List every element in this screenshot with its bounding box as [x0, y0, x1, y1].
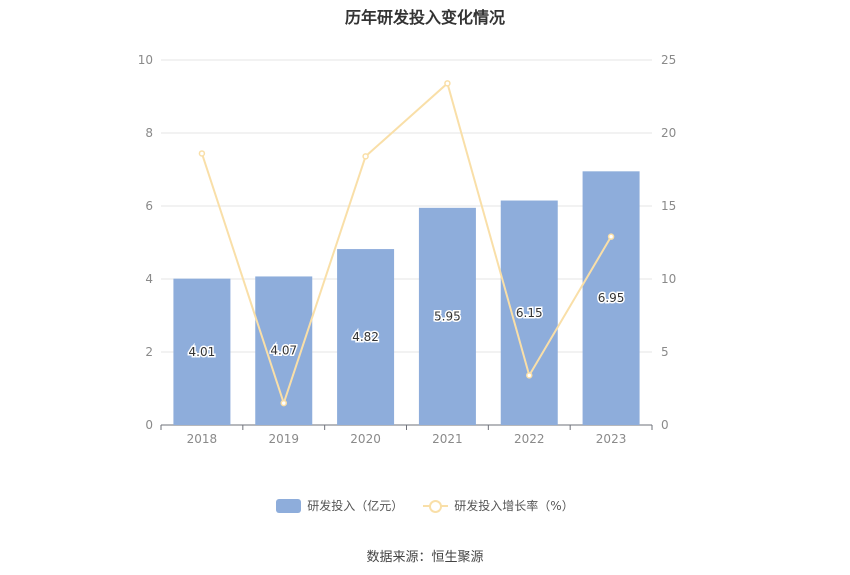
x-tick-label: 2019 [268, 432, 299, 446]
y-right-tick-label: 10 [661, 272, 676, 286]
y-left-tick-label: 6 [145, 199, 153, 213]
x-tick-label: 2020 [350, 432, 381, 446]
y-right-tick-label: 20 [661, 126, 676, 140]
growth-point [280, 399, 287, 407]
chart-title: 历年研发投入变化情况 [344, 8, 505, 27]
chart-plot: 0 2 4 6 8 10 0 5 10 15 20 25 2018 4.01 2019 4.07 2020 4.8… [138, 53, 677, 446]
y-left-tick-label: 2 [145, 345, 153, 359]
y-right-tick-label: 5 [661, 345, 669, 359]
bar-data-label: 5.95 [434, 309, 461, 323]
x-tick-label: 2018 [187, 432, 218, 446]
legend: 研发投入（亿元） 研发投入增长率（%） [0, 497, 850, 514]
growth-point [526, 372, 533, 379]
x-tick-label: 2022 [514, 432, 545, 446]
y-right-tick-label: 25 [661, 53, 676, 67]
growth-point [362, 153, 369, 160]
y-left-tick-label: 4 [145, 272, 153, 286]
y-left-tick-label: 10 [138, 53, 153, 67]
legend-line-label: 研发投入增长率（%） [454, 499, 574, 513]
y-left-tick-label: 0 [145, 418, 153, 432]
bar [418, 207, 476, 425]
growth-point [607, 233, 615, 240]
legend-item-line[interactable]: 研发投入增长率（%） [423, 497, 574, 514]
y-right-tick-label: 15 [661, 199, 676, 213]
bar [500, 200, 558, 425]
bar-data-label: 6.95 [598, 291, 625, 305]
y-left-tick-label: 8 [145, 126, 153, 140]
growth-line [200, 81, 612, 407]
bar [337, 249, 395, 425]
legend-bar-label: 研发投入（亿元） [307, 499, 404, 513]
bar-data-label: 4.07 [270, 344, 297, 358]
legend-item-bar[interactable]: 研发投入（亿元） [276, 497, 403, 514]
source-note: 数据来源：恒生聚源 [366, 550, 484, 565]
bar [173, 278, 231, 425]
bar-data-label: 4.82 [352, 330, 379, 344]
growth-point [444, 80, 451, 87]
x-tick-label: 2021 [432, 432, 463, 446]
x-tick-label: 2023 [596, 432, 627, 446]
legend-line-swatch [423, 499, 449, 513]
bar [582, 171, 640, 425]
y-right-tick-label: 0 [661, 418, 669, 432]
bar-data-label: 6.15 [516, 306, 543, 320]
legend-bar-swatch [276, 498, 302, 513]
bar-data-label: 4.01 [189, 345, 216, 359]
growth-point [198, 150, 206, 157]
